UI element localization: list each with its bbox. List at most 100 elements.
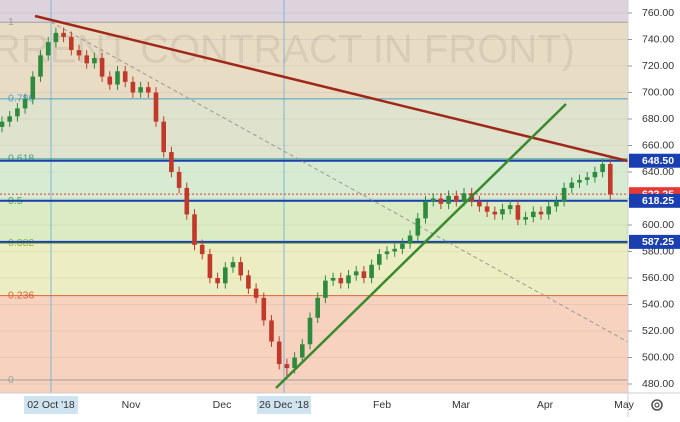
candle-body bbox=[454, 195, 459, 202]
candle-body bbox=[130, 81, 136, 93]
y-tick-label: 720.00 bbox=[642, 60, 674, 72]
price-label-bg bbox=[629, 153, 680, 168]
candle-body bbox=[484, 206, 490, 212]
y-tick-label: 600.00 bbox=[642, 219, 674, 231]
candle-body bbox=[592, 171, 598, 178]
watermark: RRENT CONTRACT IN FRONT) bbox=[0, 28, 575, 72]
candle-body bbox=[76, 50, 82, 56]
candle-body bbox=[161, 121, 166, 153]
candle-body bbox=[438, 198, 444, 204]
price-label: 587.25 bbox=[642, 236, 674, 248]
price-label-bg bbox=[629, 193, 680, 208]
candle-body bbox=[430, 198, 436, 202]
candle-body bbox=[407, 235, 413, 244]
candle-body bbox=[561, 187, 567, 202]
x-tick-label: Feb bbox=[373, 399, 391, 411]
fib-band bbox=[0, 243, 628, 296]
candle-body bbox=[169, 152, 174, 172]
price-label: 648.50 bbox=[642, 155, 674, 167]
fib-band bbox=[0, 201, 628, 244]
candle-body bbox=[107, 76, 113, 85]
candle-body bbox=[253, 288, 259, 298]
candle-body bbox=[61, 32, 66, 37]
candle-body bbox=[115, 71, 120, 85]
candle-body bbox=[446, 195, 451, 204]
candle-body bbox=[531, 211, 536, 218]
x-tick-label: 02 Oct '18 bbox=[27, 399, 75, 411]
candle-body bbox=[584, 177, 590, 180]
candle-body bbox=[330, 277, 336, 281]
candle-body bbox=[300, 344, 305, 358]
candle-body bbox=[415, 218, 421, 236]
y-tick-label: 540.00 bbox=[642, 298, 674, 310]
candle-body bbox=[538, 211, 544, 215]
fib-level-label: 0.618 bbox=[8, 153, 34, 165]
candle-body bbox=[323, 280, 328, 298]
candle-body bbox=[138, 87, 143, 93]
candle-body bbox=[146, 87, 151, 93]
candle-body bbox=[284, 364, 290, 369]
candle-body bbox=[238, 262, 243, 276]
x-label-highlight bbox=[257, 396, 311, 414]
candle-body bbox=[84, 55, 89, 64]
candles bbox=[0, 27, 613, 379]
candle-body bbox=[515, 205, 521, 220]
candle-body bbox=[346, 275, 351, 284]
candle-body bbox=[38, 55, 43, 77]
trend-line-support bbox=[275, 103, 567, 389]
candle-body bbox=[22, 99, 28, 109]
axes: 480.00500.00520.00540.00560.00580.00600.… bbox=[24, 7, 680, 414]
candle-body bbox=[215, 277, 220, 284]
candle-body bbox=[600, 164, 605, 172]
candle-body bbox=[246, 275, 251, 289]
candle-body bbox=[45, 42, 51, 56]
candle-body bbox=[546, 206, 551, 215]
candle-body bbox=[554, 201, 559, 207]
candle-body bbox=[7, 116, 12, 122]
settings-icon[interactable] bbox=[651, 399, 663, 411]
y-tick-label: 740.00 bbox=[642, 33, 674, 45]
candle-body bbox=[92, 58, 97, 64]
candle-body bbox=[423, 201, 428, 219]
x-tick-label: Mar bbox=[452, 399, 471, 411]
candle-body bbox=[392, 248, 397, 252]
y-tick-label: 500.00 bbox=[642, 351, 674, 363]
candle-body bbox=[176, 171, 182, 188]
candle-body bbox=[353, 271, 359, 276]
candle-body bbox=[492, 211, 498, 215]
candle-body bbox=[184, 187, 190, 215]
y-tick-label: 700.00 bbox=[642, 86, 674, 98]
candle-body bbox=[276, 341, 282, 365]
candle-body bbox=[230, 262, 236, 268]
candle-body bbox=[384, 251, 390, 255]
fib-band bbox=[0, 295, 628, 381]
y-tick-label: 520.00 bbox=[642, 325, 674, 337]
fib-band bbox=[0, 98, 628, 159]
candle-body bbox=[15, 108, 20, 117]
candle-body bbox=[153, 92, 159, 122]
x-tick-label: Apr bbox=[537, 399, 554, 411]
y-tick-label: 760.00 bbox=[642, 7, 674, 19]
candle-body bbox=[608, 164, 613, 195]
candle-body bbox=[192, 214, 197, 245]
candle-body bbox=[377, 254, 382, 265]
fib-level-label: 0.382 bbox=[8, 237, 34, 249]
fib-band bbox=[0, 158, 628, 202]
x-label-highlight bbox=[24, 396, 78, 414]
candle-body bbox=[461, 193, 467, 202]
plot-area: RRENT CONTRACT IN FRONT) 10.7860.6180.50… bbox=[0, 0, 628, 393]
candle-body bbox=[292, 357, 297, 369]
price-label: 618.25 bbox=[642, 195, 674, 207]
grid bbox=[0, 12, 628, 385]
candle-body bbox=[507, 205, 513, 210]
candle-body bbox=[315, 297, 320, 318]
candle-body bbox=[523, 217, 528, 220]
y-tick-label: 560.00 bbox=[642, 272, 674, 284]
candle-body bbox=[577, 179, 582, 183]
candle-body bbox=[199, 244, 205, 255]
y-tick-label: 680.00 bbox=[642, 113, 674, 125]
candle-body bbox=[369, 264, 374, 278]
candle-body bbox=[477, 201, 482, 207]
band bbox=[0, 0, 628, 23]
